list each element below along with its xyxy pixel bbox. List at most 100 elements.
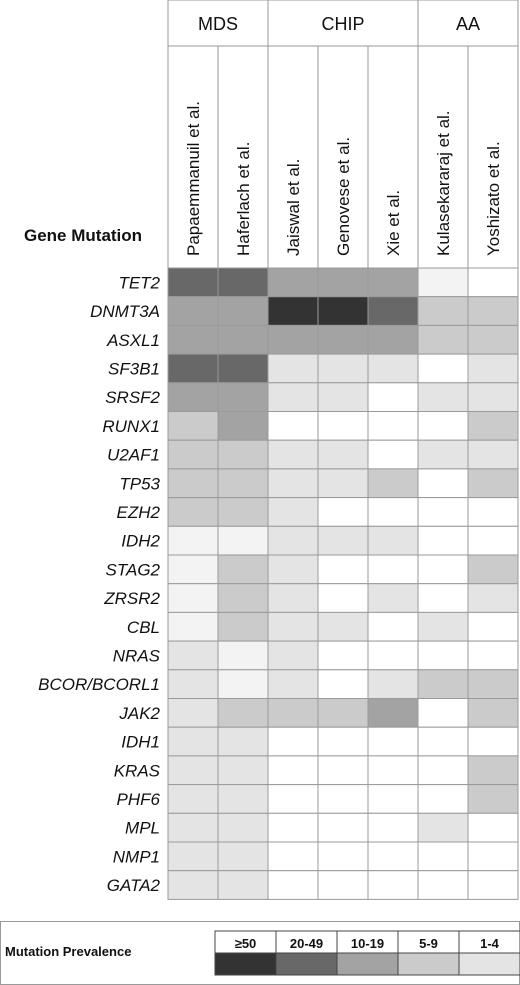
heatmap-cell [217,698,269,728]
gene-label: DNMT3A [90,302,160,321]
heatmap-cell [167,324,219,355]
gene-label: KRAS [114,761,161,780]
gene-label: GATA2 [107,876,161,895]
heatmap-cell [417,324,469,355]
heatmap-cell [467,525,519,556]
heatmap-cell [467,755,519,786]
heatmap-cell [167,296,219,326]
heatmap-cell [367,439,419,470]
heatmap-cell [467,669,519,699]
legend-label: 20-49 [290,936,323,951]
heatmap-cell [367,669,419,699]
heatmap-cell [417,784,469,814]
heatmap-cell [467,698,519,728]
heatmap-cell [367,841,419,872]
heatmap-cell [217,583,269,613]
heatmap-cell [367,296,419,326]
heatmap-cell [367,640,419,671]
heatmap-cell [317,497,369,527]
heatmap-cell [417,439,469,470]
heatmap-cell [217,497,269,527]
heatmap-cell [417,353,469,384]
legend-swatch [336,952,399,976]
heatmap-cell [317,324,369,355]
group-label: AA [456,14,480,34]
heatmap-cell [317,468,369,499]
header-frame [167,0,519,269]
heatmap-cell [167,755,219,786]
heatmap-cell [167,411,219,441]
heatmap-cell [217,267,269,298]
heatmap-cell [267,411,319,441]
heatmap-cell [467,324,519,355]
gene-label: ASXL1 [106,331,160,350]
legend-swatch [214,952,277,976]
heatmap-cell [167,439,219,470]
heatmap-cell [167,267,219,298]
heatmap-cell [367,468,419,499]
heatmap-cell [217,841,269,872]
group-label: MDS [198,14,238,34]
study-label: Xie et al. [384,190,403,256]
heatmap-cell [267,812,319,843]
heatmap-cell [267,669,319,699]
gene-label: RUNX1 [102,417,160,436]
heatmap-cell [367,324,419,355]
heatmap-cell [317,554,369,585]
gene-label: EZH2 [117,503,161,522]
heatmap-cell [317,439,369,470]
heatmap-cell [467,353,519,384]
gene-label: MPL [125,819,160,838]
gene-label: CBL [127,618,160,637]
heatmap-cell [217,669,269,699]
heatmap-cell [417,468,469,499]
heatmap-cell [467,784,519,814]
heatmap-cell [367,726,419,757]
study-label: Haferlach et al. [234,142,253,256]
heatmap-cell [317,640,369,671]
heatmap-cell [267,640,319,671]
heatmap-cell [417,698,469,728]
heatmap-cell [367,583,419,613]
gene-label: TET2 [118,273,160,292]
study-label: Jaiswal et al. [284,159,303,256]
study-label: Kulasekararaj et al. [434,110,453,256]
gene-label: TP53 [119,474,160,493]
legend-label: 1-4 [480,936,500,951]
gene-label: SF3B1 [108,359,160,378]
heatmap-cell [417,411,469,441]
heatmap-cell [317,870,369,900]
gene-label: BCOR/BCORL1 [38,675,160,694]
heatmap-cell [217,439,269,470]
heatmap-cell [267,870,319,900]
heatmap-cell [367,784,419,814]
heatmap-cell [467,296,519,326]
row-header: Gene Mutation [24,226,142,245]
heatmap-cell [167,640,219,671]
heatmap-cell [217,554,269,585]
heatmap-cell [367,525,419,556]
heatmap-cell [267,324,319,355]
gene-label: NMP1 [113,847,160,866]
heatmap-cell [167,669,219,699]
heatmap-cell [217,525,269,556]
heatmap-cell [217,411,269,441]
heatmap-cell [467,382,519,412]
heatmap-cell [467,583,519,613]
heatmap-cell [467,497,519,527]
heatmap-cell [367,267,419,298]
heatmap-cell [267,784,319,814]
heatmap-cell [417,669,469,699]
heatmap-cell [167,841,219,872]
heatmap-cell [317,411,369,441]
gene-label: U2AF1 [107,446,160,465]
heatmap-cell [217,353,269,384]
heatmap-cell [267,267,319,298]
heatmap-cell [417,726,469,757]
heatmap-cell [167,525,219,556]
gene-label: STAG2 [106,560,161,579]
heatmap-cell [417,296,469,326]
study-label: Genovese et al. [334,137,353,256]
gene-label: NRAS [113,646,161,665]
